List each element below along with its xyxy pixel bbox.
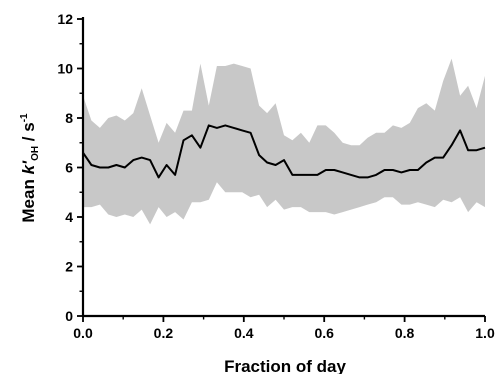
- y-axis-title-k: k': [19, 160, 38, 174]
- plot-area: [82, 58, 486, 225]
- y-axis-title-subscript: OH: [30, 146, 41, 161]
- y-tick-label: 0: [65, 308, 73, 324]
- x-axis-title: Fraction of day: [224, 357, 346, 374]
- y-tick-label: 2: [65, 259, 73, 275]
- y-tick-label: 4: [65, 209, 73, 225]
- y-axis-title-prefix: Mean: [19, 174, 38, 222]
- y-tick-label: 6: [65, 160, 73, 176]
- range-band: [83, 58, 485, 225]
- x-tick-label: 0.0: [73, 325, 93, 341]
- y-tick-label: 10: [57, 61, 73, 77]
- mean-line: [82, 124, 486, 179]
- x-tick-label: 0.4: [234, 325, 254, 341]
- x-tick-label: 0.2: [154, 325, 174, 341]
- axes: 0.0 0.2 0.4 0.6 0.8 1.0 0 2 4 6 8 10 12: [57, 11, 495, 341]
- x-tick-label: 0.8: [395, 325, 415, 341]
- y-tick-label: 8: [65, 110, 73, 126]
- x-tick-label: 1.0: [475, 325, 495, 341]
- x-tick-label: 0.6: [314, 325, 334, 341]
- y-tick-label: 12: [57, 11, 73, 27]
- y-axis-title-superscript: -1: [19, 113, 30, 122]
- y-axis-title: Mean k'OH / s-1: [19, 113, 41, 223]
- y-axis-title-unit: / s: [19, 122, 38, 146]
